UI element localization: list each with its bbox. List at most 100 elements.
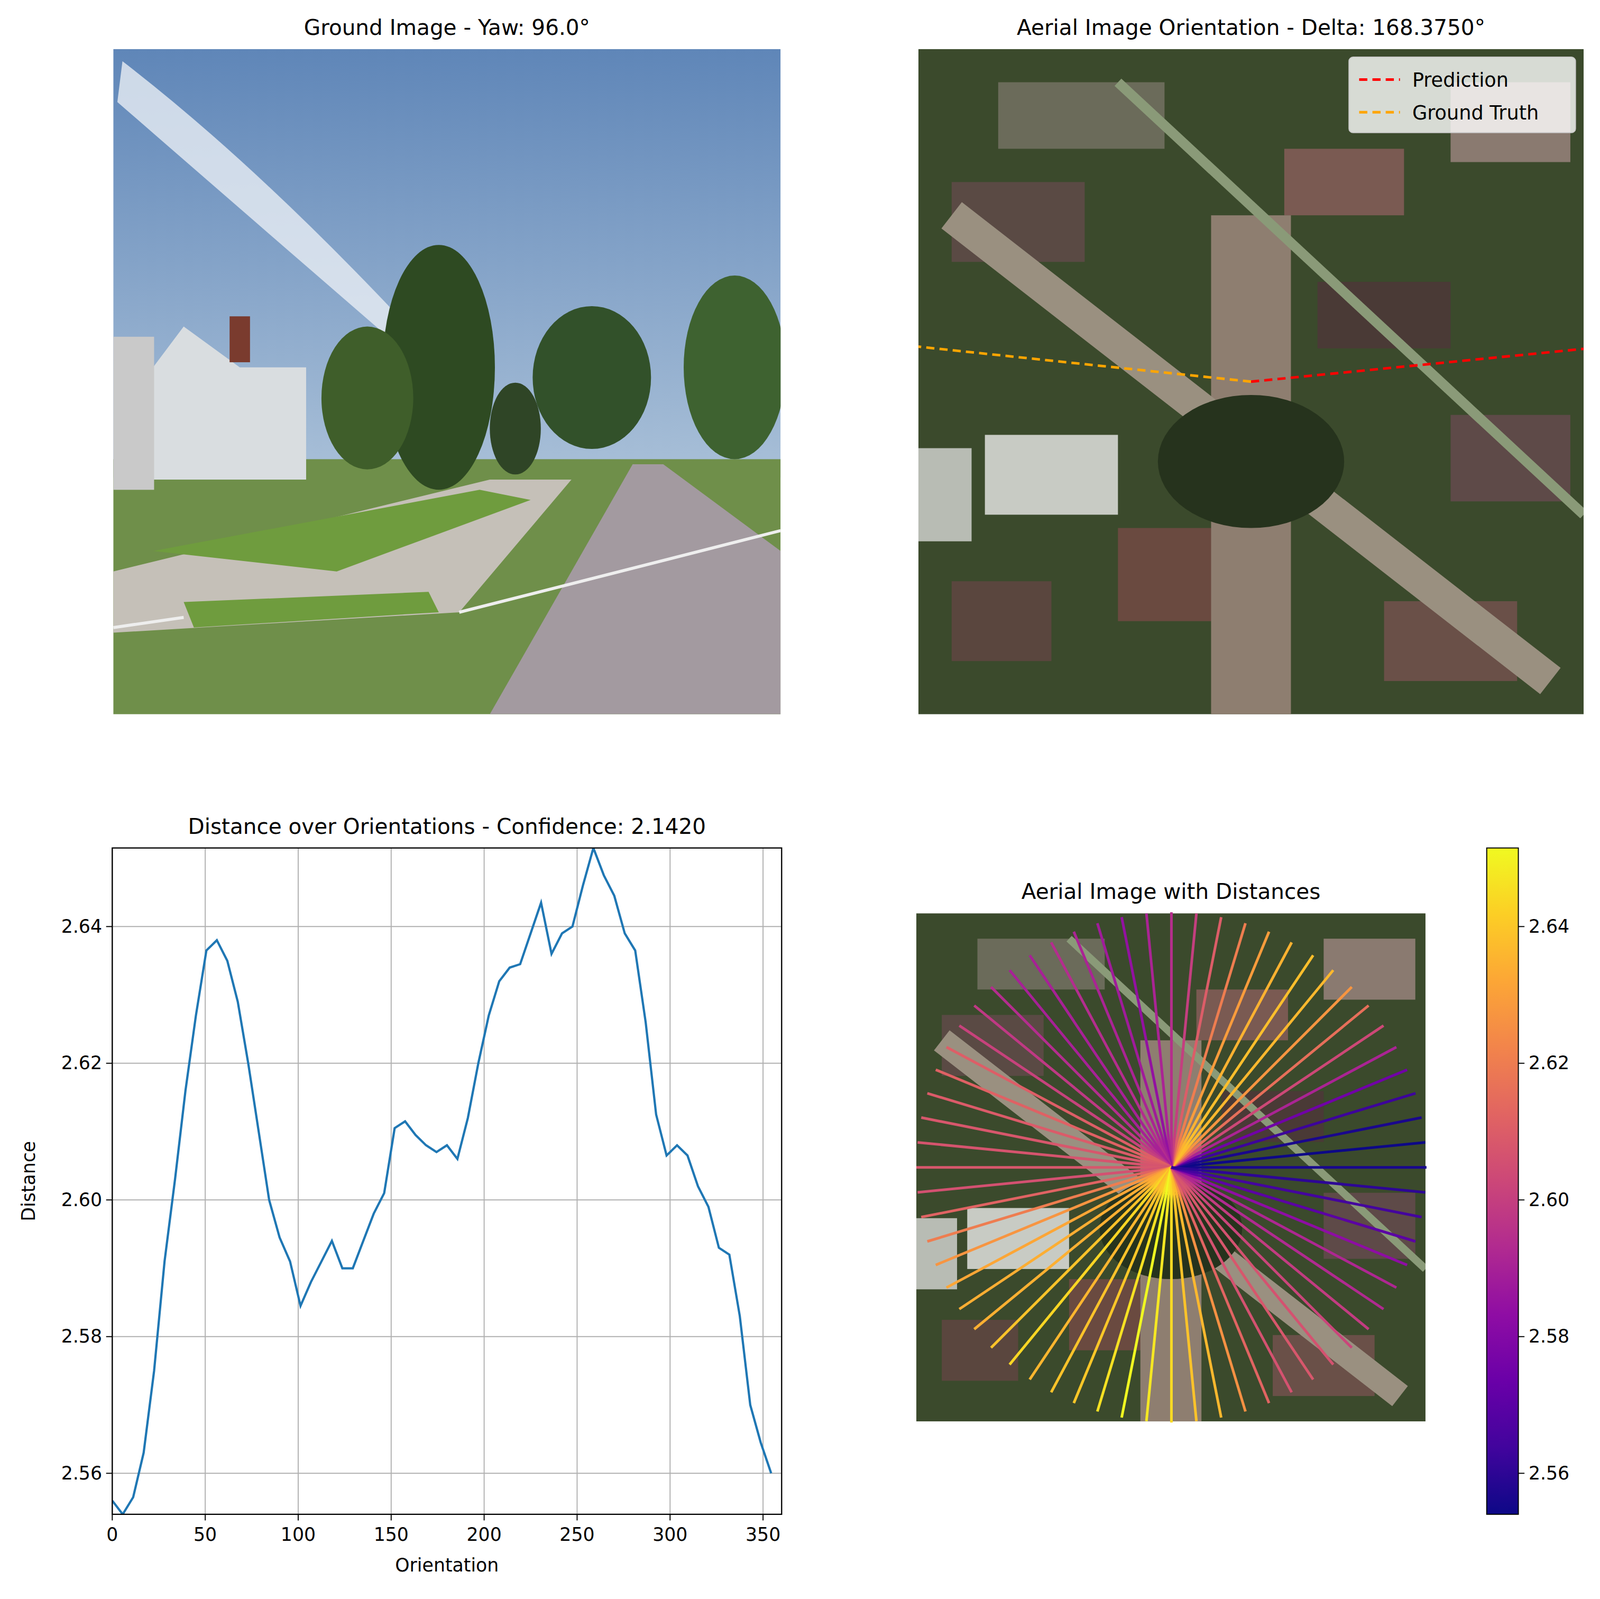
grid-line <box>112 1336 782 1338</box>
tick-label: 350 <box>745 1523 781 1546</box>
rays <box>916 912 1427 1423</box>
tick-label: 250 <box>559 1523 595 1546</box>
tick <box>106 1336 113 1338</box>
road-marking <box>113 530 781 628</box>
title: Ground Image - Yaw: 96.0° <box>304 14 591 41</box>
tick-label: 2.58 <box>61 1325 103 1347</box>
legend-label: Prediction <box>1412 68 1509 92</box>
tick-label: 2.62 <box>1528 1052 1570 1074</box>
grid-line <box>112 1199 782 1201</box>
roof <box>998 82 1165 150</box>
ray <box>1009 970 1172 1168</box>
grid-line <box>669 848 671 1515</box>
ray <box>1171 1005 1369 1168</box>
legend-box <box>1348 57 1576 133</box>
grid-line <box>112 1062 782 1064</box>
legend-swatch <box>1359 78 1401 81</box>
grass <box>153 489 531 572</box>
tick-label: 100 <box>280 1523 316 1546</box>
tick <box>762 1514 764 1521</box>
ray <box>1171 1165 1427 1169</box>
tick <box>106 925 113 927</box>
axis-label: Orientation <box>394 1554 499 1576</box>
tick <box>111 1514 113 1521</box>
tick-label: 2.56 <box>1528 1462 1570 1484</box>
grid-line <box>204 848 206 1515</box>
ray <box>1171 1167 1333 1365</box>
tree <box>532 306 651 449</box>
lawn <box>113 458 781 714</box>
ray <box>1171 1167 1422 1218</box>
tree <box>683 275 781 459</box>
ray <box>1171 1167 1369 1330</box>
roof <box>951 581 1052 661</box>
tree <box>489 382 541 475</box>
ray <box>1051 942 1172 1167</box>
tree-canopy <box>1157 394 1345 529</box>
aerial-image <box>918 49 1584 715</box>
ray <box>974 1167 1172 1330</box>
tick <box>1518 1199 1525 1201</box>
tick <box>297 1514 299 1521</box>
tick-label: 2.62 <box>61 1052 103 1074</box>
roof <box>1284 148 1404 216</box>
tick <box>576 1514 578 1521</box>
roof <box>916 1218 958 1290</box>
tick-label: 2.60 <box>1528 1189 1570 1211</box>
line <box>112 848 771 1515</box>
orientation-line <box>1251 321 1584 382</box>
ray <box>935 1069 1172 1168</box>
roof <box>941 1319 1018 1381</box>
cloud <box>117 61 409 337</box>
axes: 0501001502002503003502.562.582.602.622.6… <box>61 848 783 1546</box>
ray <box>1121 1167 1172 1418</box>
tick-label: 50 <box>193 1523 217 1546</box>
ray <box>1171 917 1221 1168</box>
tick <box>1518 1062 1525 1064</box>
ray <box>974 1005 1172 1168</box>
tick <box>106 1062 113 1064</box>
ray <box>1171 1046 1396 1167</box>
tick-label: 2.58 <box>1528 1325 1570 1347</box>
tick <box>1518 925 1525 927</box>
tree <box>321 326 414 470</box>
legend: Prediction Ground Truth <box>1348 57 1576 133</box>
colorbar-scale <box>1486 848 1519 1515</box>
house <box>138 326 307 480</box>
tick-label: 2.64 <box>61 915 103 937</box>
ray <box>1171 913 1197 1168</box>
house-left <box>113 336 154 490</box>
grid-line <box>483 848 485 1515</box>
sidewalk <box>113 479 572 633</box>
tick <box>1518 1472 1525 1474</box>
ray <box>1171 1167 1313 1380</box>
grid-line <box>112 925 782 927</box>
tick-label: 150 <box>373 1523 409 1546</box>
ray <box>1171 1025 1384 1168</box>
roof <box>977 938 1106 990</box>
colorbar: 2.562.582.602.622.64 <box>1486 848 1570 1515</box>
orientation-line <box>918 317 1252 382</box>
frame <box>112 848 782 1515</box>
ray <box>1170 1167 1173 1423</box>
grid-line <box>762 848 764 1515</box>
ray <box>1073 1167 1172 1404</box>
grid-line <box>390 848 392 1515</box>
legend-label: Ground Truth <box>1412 101 1539 125</box>
title: Distance over Orientations - Confidence:… <box>187 813 706 840</box>
tick-label: 300 <box>652 1523 688 1546</box>
figure: Ground Image - Yaw: 96.0° Prediction Groun… <box>0 0 1600 1599</box>
grid-line <box>576 848 578 1515</box>
roof <box>1323 938 1415 1000</box>
ray <box>1171 1167 1292 1393</box>
plot-area <box>112 848 771 1515</box>
chimney <box>229 316 251 363</box>
tick <box>106 1472 113 1474</box>
roof <box>985 434 1119 515</box>
tick <box>106 1199 113 1201</box>
axis-label: Distance <box>17 1141 40 1222</box>
ray <box>1029 955 1172 1168</box>
ray <box>921 1117 1172 1168</box>
ray <box>1146 1167 1172 1422</box>
ray <box>959 1167 1172 1310</box>
